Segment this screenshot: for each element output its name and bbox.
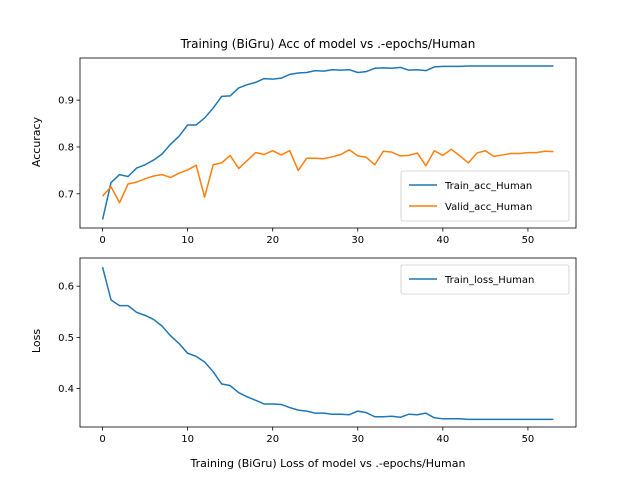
legend-box <box>400 170 570 222</box>
y-tick-label: 0.8 <box>58 142 74 153</box>
y-tick-label: 0.6 <box>58 282 74 293</box>
x-tick-label: 10 <box>181 434 194 445</box>
x-tick-label: 20 <box>266 434 279 445</box>
loss-axes-frame <box>79 257 577 428</box>
x-tick-label: 40 <box>436 235 449 246</box>
y-tick-label: 0.4 <box>58 384 74 395</box>
loss-legend: Train_loss_Human <box>400 264 570 295</box>
accuracy-axes-frame <box>79 57 577 229</box>
y-tick-label: 0.5 <box>58 333 74 344</box>
series-line-train-acc-human <box>101 65 554 220</box>
y-tick-label: 0.9 <box>58 96 74 107</box>
x-tick-label: 0 <box>99 235 105 246</box>
x-tick-label: 0 <box>99 434 105 445</box>
accuracy-subplot: Training (BiGru) Acc of model vs .-epoch… <box>30 37 577 246</box>
series-line-valid-acc-human <box>101 148 554 204</box>
legend-entry-label: Train_acc_Human <box>444 181 532 192</box>
loss-subplot: Loss Training (BiGru) Loss of model vs .… <box>30 257 577 470</box>
accuracy-chart-title: Training (BiGru) Acc of model vs .-epoch… <box>180 37 476 51</box>
y-tick-label: 0.7 <box>58 189 74 200</box>
x-tick-label: 20 <box>266 235 279 246</box>
legend-entry-label: Valid_acc_Human <box>445 202 532 213</box>
legend-box <box>400 264 570 295</box>
loss-series-lines <box>101 267 554 421</box>
accuracy-ticks: 0 10 20 30 40 50 0.7 0.8 0.9 <box>58 96 534 246</box>
x-tick-label: 30 <box>351 434 364 445</box>
x-tick-label: 50 <box>522 235 535 246</box>
loss-y-axis-label: Loss <box>30 329 43 353</box>
loss-x-axis-label: Training (BiGru) Loss of model vs .-epoc… <box>190 457 466 470</box>
accuracy-series-lines <box>101 65 554 220</box>
x-tick-label: 10 <box>181 235 194 246</box>
series-line-train-loss-human <box>101 267 554 421</box>
x-tick-label: 30 <box>351 235 364 246</box>
accuracy-legend: Train_acc_Human Valid_acc_Human <box>400 170 570 222</box>
x-tick-label: 50 <box>522 434 535 445</box>
legend-entry-label: Train_loss_Human <box>444 275 534 286</box>
accuracy-y-axis-label: Accuracy <box>30 116 43 167</box>
loss-ticks: 0 10 20 30 40 50 0.4 0.5 0.6 <box>58 282 534 445</box>
x-tick-label: 40 <box>436 434 449 445</box>
